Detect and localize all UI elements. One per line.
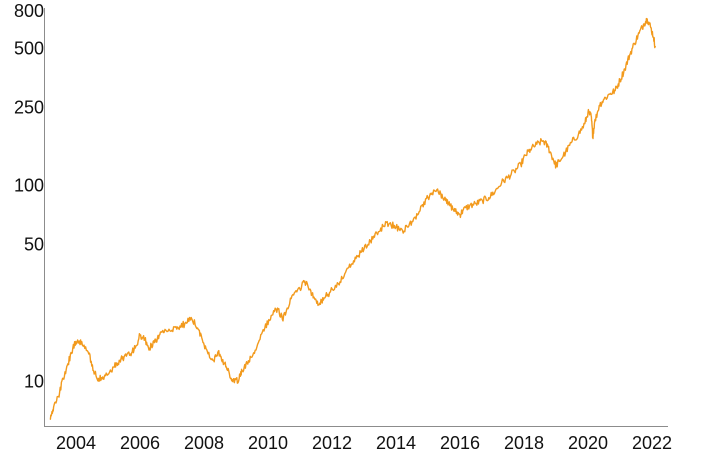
series-line	[49, 17, 656, 420]
y-tick-label: 10	[24, 371, 44, 391]
y-tick-label: 100	[14, 176, 44, 196]
series-group	[49, 17, 656, 420]
y-tick-label: 500	[14, 39, 44, 59]
x-tick-label: 2018	[504, 433, 544, 453]
x-tick-label: 2008	[184, 433, 224, 453]
x-tick-label: 2006	[120, 433, 160, 453]
y-tick-label: 800	[14, 1, 44, 21]
x-axis-tick-labels: 2004 2006 2008 2010 2012 2014 2016 2018 2020 2022	[56, 433, 672, 453]
x-tick-label: 2016	[440, 433, 480, 453]
y-axis-tick-labels: 10 50 100 250 500 800	[14, 1, 44, 392]
x-tick-label: 2020	[568, 433, 608, 453]
y-tick-label: 250	[14, 98, 44, 118]
x-tick-label: 2022	[632, 433, 672, 453]
x-tick-label: 2004	[56, 433, 96, 453]
y-tick-label: 50	[24, 234, 44, 254]
x-tick-label: 2014	[376, 433, 416, 453]
x-tick-label: 2010	[248, 433, 288, 453]
x-tick-label: 2012	[312, 433, 352, 453]
